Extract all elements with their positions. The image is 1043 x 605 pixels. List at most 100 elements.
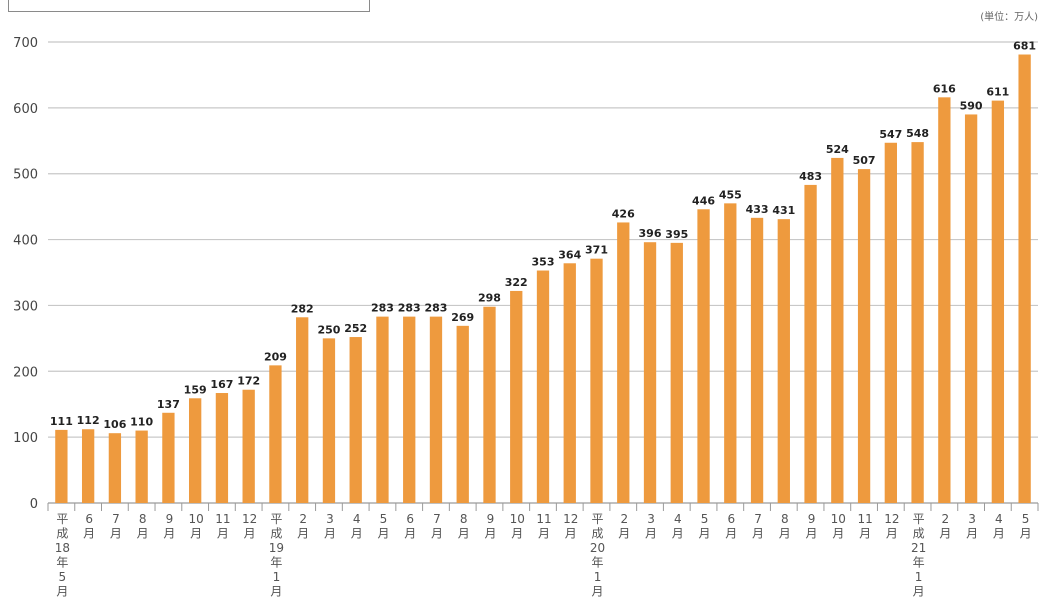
x-tick-label: 12 月 (884, 512, 899, 541)
bar (563, 263, 576, 503)
bar (697, 209, 710, 503)
bar (215, 393, 229, 503)
value-label: 111 (50, 415, 73, 428)
bar (750, 217, 764, 504)
value-label: 250 (317, 323, 340, 336)
value-label: 269 (451, 311, 474, 324)
value-label: 524 (826, 143, 849, 156)
bar (322, 338, 336, 503)
bar (296, 317, 309, 503)
bar (162, 412, 175, 503)
x-tick-label: 10 月 (189, 512, 204, 541)
value-label: 353 (532, 256, 555, 269)
value-label: 455 (719, 188, 742, 201)
value-label: 159 (184, 383, 207, 396)
value-label: 364 (558, 248, 581, 261)
bar (670, 242, 683, 503)
x-axis: 平成 18 年 5 月6 月7 月8 月9 月10 月11 月12 月平成 19 年 1 月2 月3 月4 月5 月6… (47, 503, 1039, 599)
y-tick-label: 600 (13, 102, 38, 117)
bar (135, 430, 148, 503)
value-label: 446 (692, 194, 715, 207)
y-tick-label: 0 (30, 497, 38, 512)
bar (938, 97, 951, 503)
unit-label: (単位：万人) (980, 10, 1038, 23)
y-tick-label: 200 (13, 365, 38, 380)
x-tick-label: 11 月 (536, 512, 551, 541)
value-label: 371 (585, 244, 608, 257)
value-label: 616 (933, 82, 956, 95)
value-label: 507 (853, 154, 876, 167)
value-label: 209 (264, 350, 287, 363)
bar (991, 100, 1005, 503)
bars (55, 54, 1031, 504)
x-tick-label: 11 月 (215, 512, 230, 541)
x-tick-label: 平成 20 年 1 月 (590, 512, 605, 599)
bar (55, 429, 68, 503)
bar (590, 258, 603, 503)
bar (536, 270, 550, 503)
bar (108, 433, 122, 503)
bar (269, 365, 282, 503)
bar (964, 114, 978, 503)
value-label: 283 (371, 302, 394, 315)
bar (857, 169, 871, 503)
bar (617, 222, 630, 503)
value-label: 137 (157, 398, 180, 411)
bar (884, 142, 897, 504)
bar (376, 316, 389, 503)
bar (911, 142, 924, 504)
y-axis: 0 100 200 300 400 500 600 700 (13, 36, 38, 512)
x-tick-label: 平成 18 年 5 月 (55, 512, 70, 599)
value-label: 395 (665, 228, 688, 241)
bar (724, 203, 737, 503)
x-tick-label: 10 月 (510, 512, 525, 541)
y-tick-label: 300 (13, 299, 38, 314)
value-label: 548 (906, 127, 929, 140)
bar (777, 219, 790, 504)
bar (831, 157, 844, 503)
bar (643, 242, 657, 503)
value-label: 433 (746, 203, 769, 216)
bar (429, 316, 443, 503)
x-tick-label: 10 月 (831, 512, 846, 541)
x-tick-label: 12 月 (563, 512, 578, 541)
value-label: 282 (291, 302, 314, 315)
value-label: 110 (130, 416, 153, 429)
x-tick-label: 12 月 (242, 512, 257, 541)
value-label: 590 (960, 99, 983, 112)
value-label: 112 (77, 414, 100, 427)
bar (483, 306, 496, 503)
bar (189, 398, 202, 503)
value-label: 322 (505, 276, 528, 289)
bar (403, 316, 416, 503)
x-tick-label: 平成 21 年 1 月 (911, 512, 926, 599)
y-tick-label: 400 (13, 234, 38, 249)
value-label: 547 (879, 128, 902, 141)
y-tick-label: 700 (13, 36, 38, 51)
legend-box (8, 0, 370, 12)
bar (242, 389, 255, 503)
value-label: 298 (478, 292, 501, 305)
bar (349, 337, 362, 503)
value-label: 167 (210, 378, 233, 391)
